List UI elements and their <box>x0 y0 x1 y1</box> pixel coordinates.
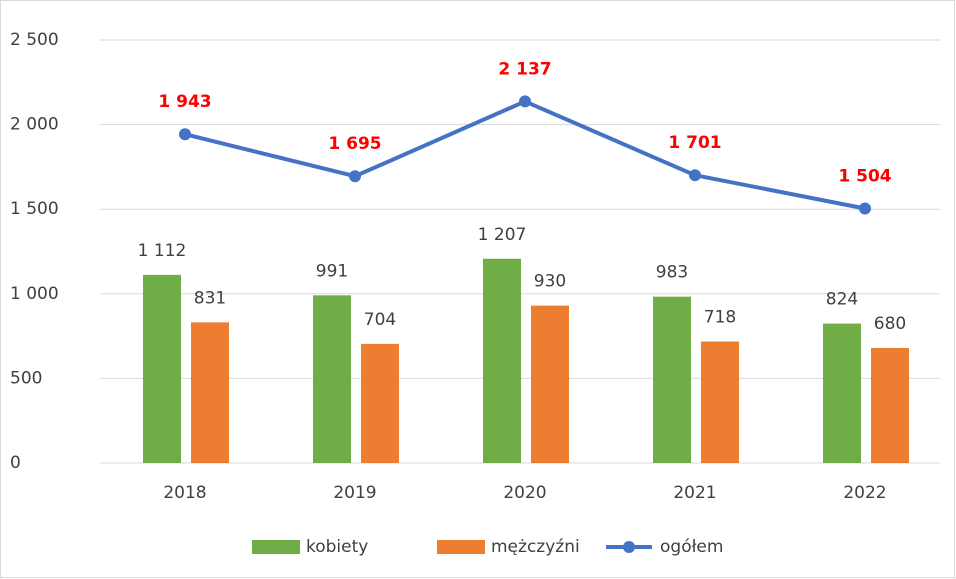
bar-value-label: 930 <box>534 272 566 292</box>
y-tick-label: 2 000 <box>10 115 59 135</box>
bar <box>701 341 739 463</box>
legend-swatch <box>437 540 485 554</box>
y-tick-label: 0 <box>10 453 21 473</box>
bar-value-label: 1 207 <box>478 225 527 245</box>
bar <box>871 347 909 463</box>
x-tick-label: 2021 <box>673 483 716 503</box>
x-tick-label: 2018 <box>163 483 206 503</box>
bar-value-label: 1 112 <box>138 241 187 261</box>
line-value-label: 1 504 <box>838 167 891 187</box>
y-tick-label: 1 000 <box>10 284 59 304</box>
line-point <box>519 95 531 108</box>
bar <box>483 258 521 463</box>
bar <box>143 274 181 463</box>
line-point <box>349 170 361 183</box>
bar <box>653 296 691 463</box>
legend-label: ogółem <box>660 537 723 557</box>
line-value-label: 1 943 <box>158 92 211 112</box>
line-value-label: 1 701 <box>668 133 721 153</box>
y-tick-label: 2 500 <box>10 30 59 50</box>
legend-label: mężczyźni <box>491 537 580 557</box>
bar-value-label: 831 <box>194 288 226 308</box>
x-tick-label: 2022 <box>843 483 886 503</box>
bar-value-label: 680 <box>874 314 906 334</box>
bar <box>313 295 351 463</box>
bar <box>531 305 569 463</box>
line-value-label: 2 137 <box>498 59 551 79</box>
bar <box>823 323 861 463</box>
line-value-label: 1 695 <box>328 134 381 154</box>
line-point <box>689 169 701 182</box>
line-point <box>179 128 191 141</box>
y-tick-label: 500 <box>10 368 42 388</box>
line-point <box>859 202 871 215</box>
bar-value-label: 704 <box>364 310 396 330</box>
y-tick-label: 1 500 <box>10 199 59 219</box>
x-tick-label: 2019 <box>333 483 376 503</box>
bar <box>361 343 399 463</box>
legend-swatch <box>252 540 300 554</box>
bar-value-label: 983 <box>656 263 688 283</box>
bar-value-label: 991 <box>316 261 348 281</box>
bar-value-label: 718 <box>704 308 736 328</box>
bar <box>191 322 229 463</box>
bar-value-label: 824 <box>826 290 858 310</box>
legend-swatch-point <box>623 541 635 553</box>
legend-label: kobiety <box>306 537 368 557</box>
x-tick-label: 2020 <box>503 483 546 503</box>
